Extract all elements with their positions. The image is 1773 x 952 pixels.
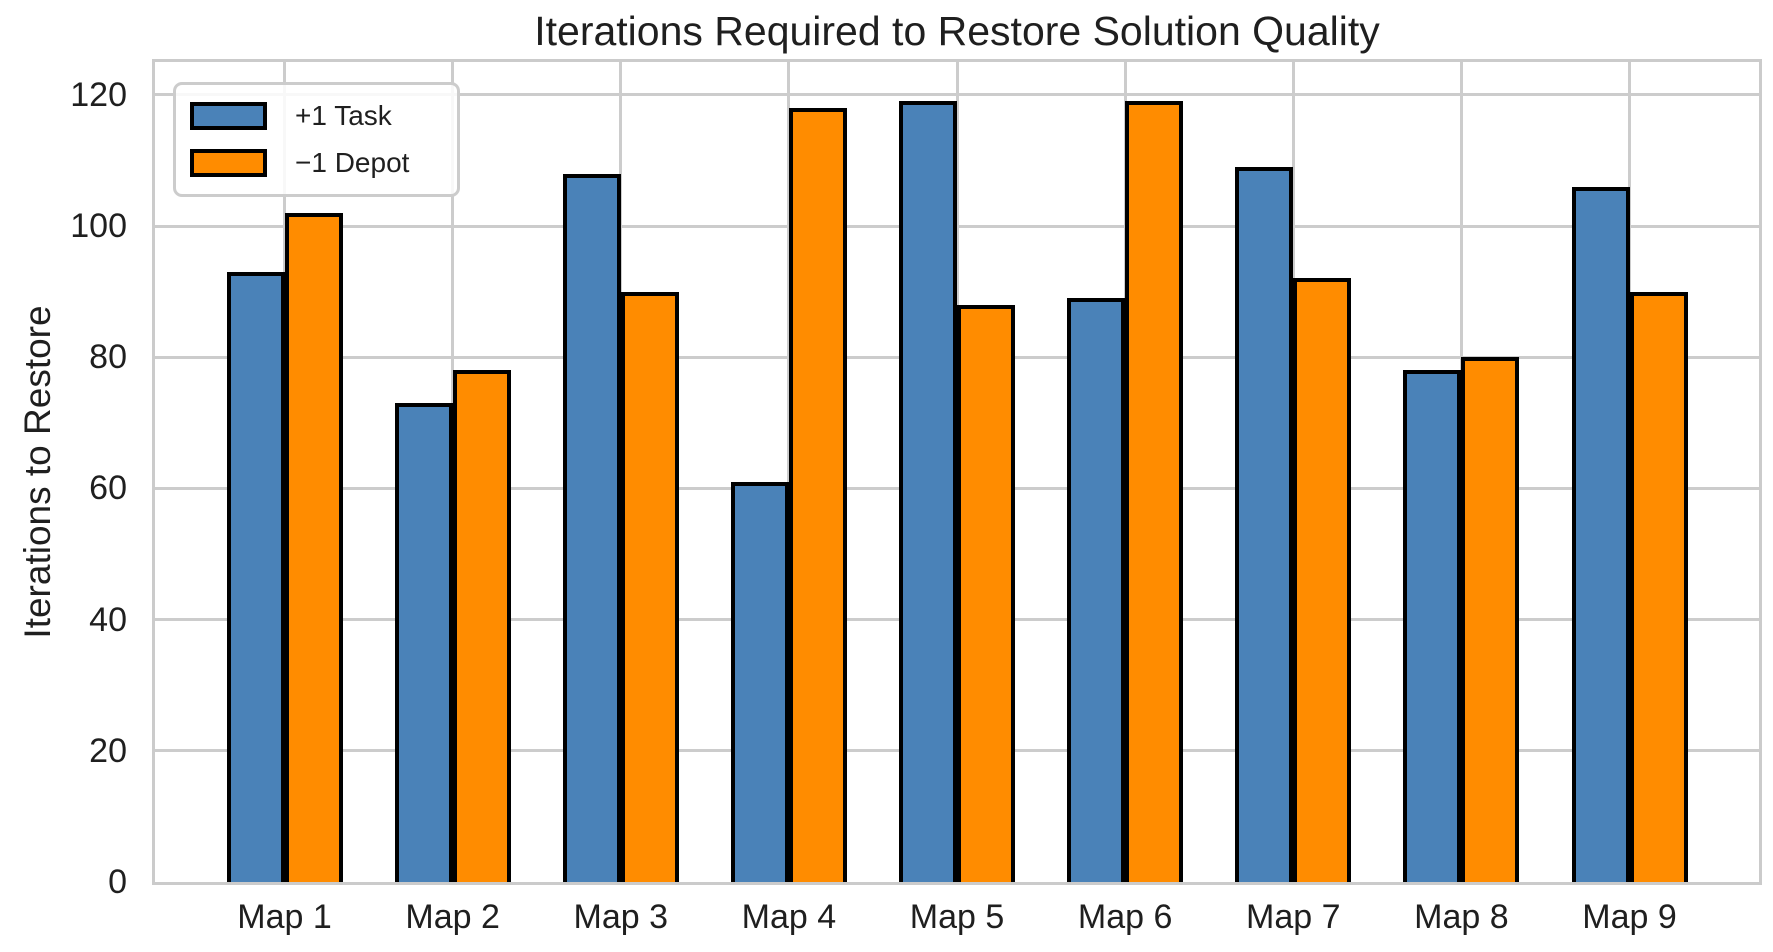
bar-1-task-map-8: [1403, 370, 1462, 882]
legend-swatch-plus-1-task: [190, 102, 267, 131]
bar-1-task-map-5: [899, 101, 957, 882]
x-tick-label-map-3: Map 3: [573, 898, 669, 936]
y-tick-label-60: 60: [89, 469, 127, 508]
bar-1-task-map-4: [730, 481, 789, 882]
bar-1-task-map-7: [1235, 166, 1294, 882]
x-tick-label-map-6: Map 6: [1077, 898, 1173, 936]
bar-1-depot-map-4: [788, 107, 847, 882]
bar-1-task-map-2: [394, 403, 453, 882]
y-axis-tick-labels: 0 20 40 60 80 100 120: [0, 0, 127, 952]
x-tick-label-map-4: Map 4: [741, 898, 837, 936]
bar-1-depot-map-3: [620, 291, 679, 882]
y-tick-label-80: 80: [89, 338, 127, 377]
bar-1-depot-map-8: [1461, 357, 1520, 882]
legend-label-plus-1-task: +1 Task: [295, 100, 392, 132]
bar-1-depot-map-5: [957, 304, 1015, 882]
bar-1-task-map-9: [1571, 186, 1630, 882]
plot-area: +1 Task −1 Depot: [152, 59, 1762, 885]
chart-title: Iterations Required to Restore Solution …: [534, 8, 1380, 54]
legend: +1 Task −1 Depot: [173, 82, 460, 197]
bar-1-task-map-1: [226, 271, 285, 882]
bar-1-depot-map-7: [1293, 278, 1352, 882]
x-tick-label-map-9: Map 9: [1582, 898, 1677, 936]
x-tick-label-map-8: Map 8: [1414, 898, 1509, 936]
bar-1-depot-map-2: [452, 370, 511, 882]
x-tick-label-map-2: Map 2: [405, 898, 500, 936]
bar-1-task-map-3: [562, 173, 621, 882]
y-tick-label-120: 120: [70, 75, 127, 114]
legend-item-minus-1-depot: −1 Depot: [190, 147, 457, 179]
legend-label-minus-1-depot: −1 Depot: [295, 146, 410, 178]
bar-1-depot-map-9: [1629, 291, 1688, 882]
x-tick-label-map-1: Map 1: [237, 898, 332, 936]
y-tick-label-20: 20: [89, 731, 127, 770]
y-tick-label-100: 100: [70, 207, 127, 245]
bar-1-depot-map-1: [284, 212, 343, 882]
bar-1-task-map-6: [1067, 298, 1126, 882]
x-tick-label-map-5: Map 5: [909, 898, 1005, 936]
bar-1-depot-map-6: [1125, 101, 1184, 882]
legend-swatch-minus-1-depot: [190, 148, 267, 177]
x-tick-label-map-7: Map 7: [1246, 898, 1341, 936]
legend-item-plus-1-task: +1 Task: [190, 100, 457, 132]
y-tick-label-40: 40: [89, 600, 127, 639]
y-tick-label-0: 0: [108, 863, 127, 901]
